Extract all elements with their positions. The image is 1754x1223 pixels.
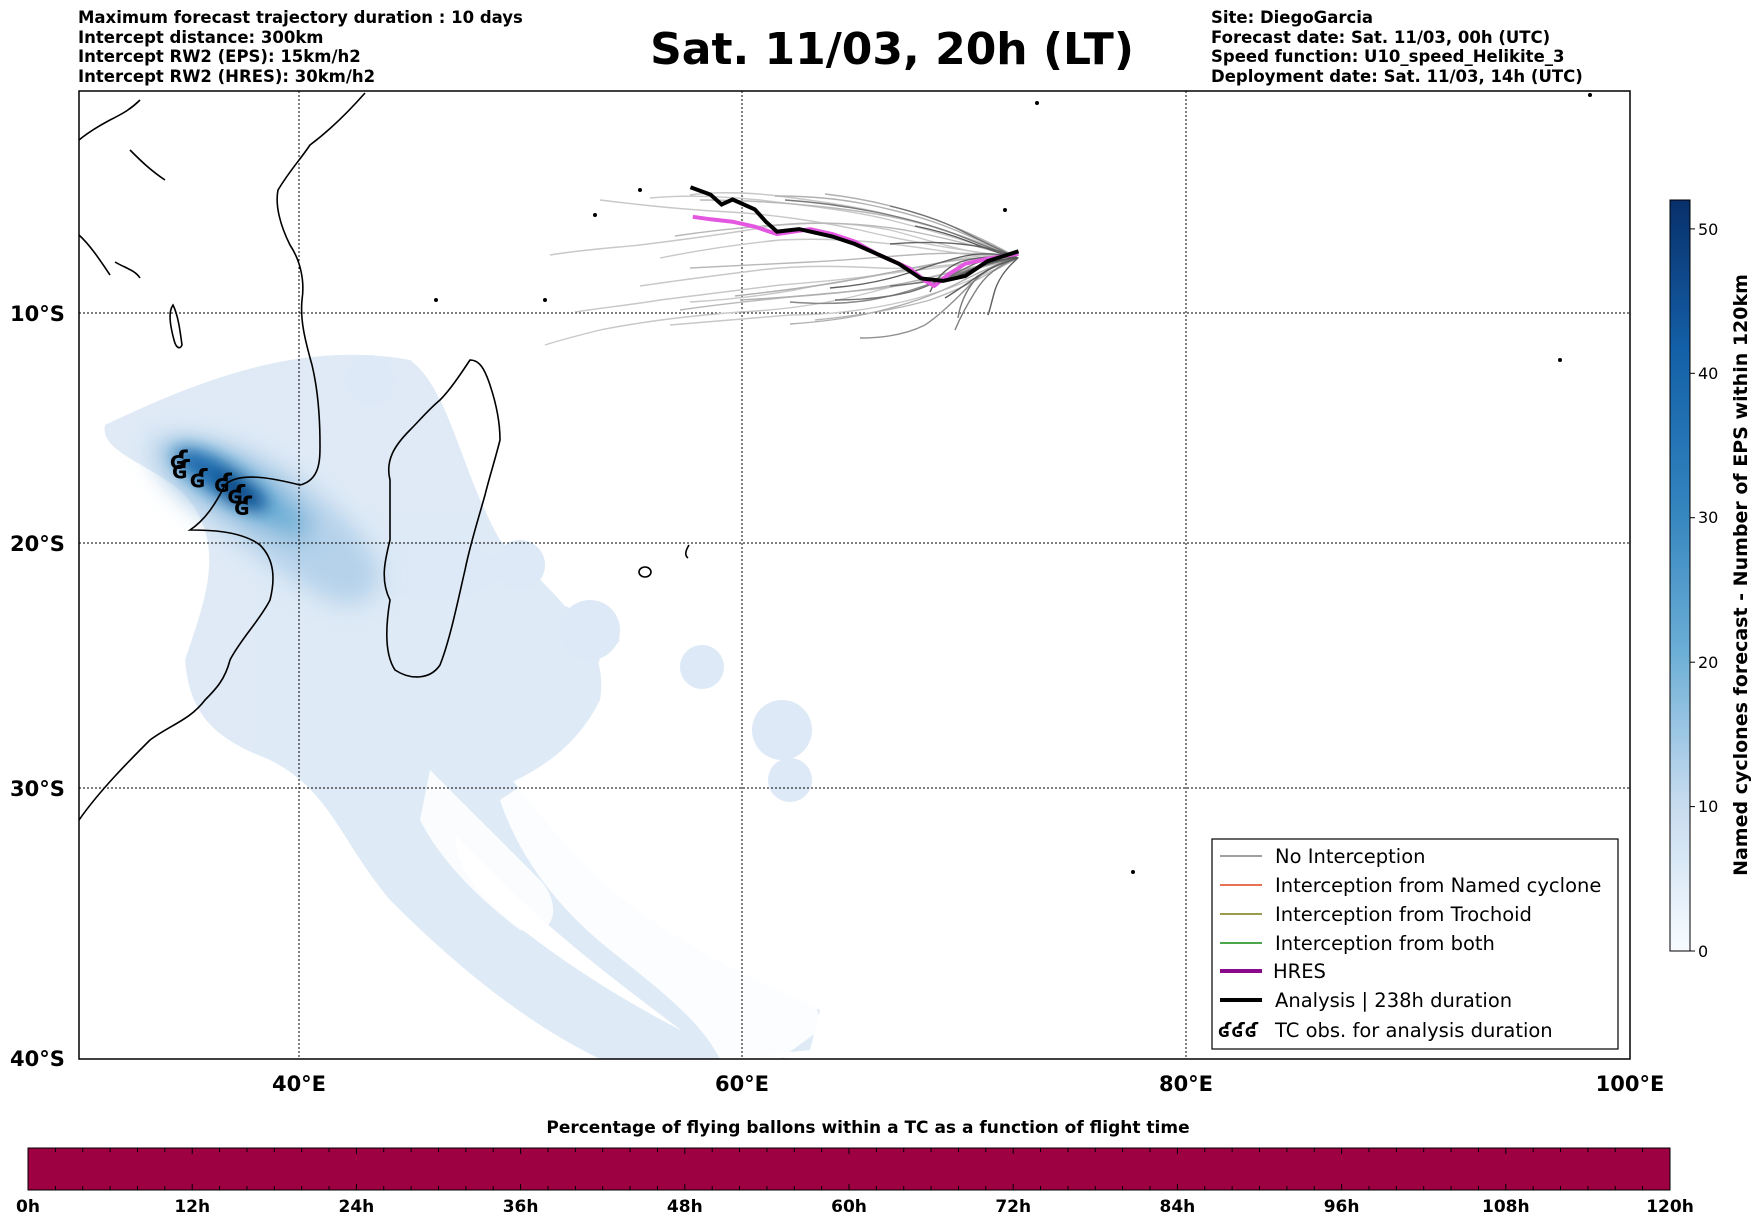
tc-obs-icon: ʛ (227, 481, 246, 511)
intercept-distance-text: Intercept distance: 300km (78, 27, 324, 47)
lon-label-80e: 80°E (1159, 1072, 1213, 1096)
tc-obs-icon: ʛ (172, 455, 191, 485)
gridlines (79, 91, 1630, 1059)
lon-label-40e: 40°E (272, 1072, 326, 1096)
bar-tick-72h: 72h (995, 1197, 1031, 1217)
legend-label-no-interception: No Interception (1275, 845, 1426, 868)
legend-label-both: Interception from both (1275, 932, 1495, 955)
map-area: ʛʛ ʛ ʛʛʛ (79, 91, 1630, 1059)
legend-label-trochoid: Interception from Trochoid (1275, 903, 1532, 926)
lat-label-20s: 20°S (10, 532, 65, 556)
coastlines (79, 92, 690, 821)
small-islands (434, 93, 1592, 874)
intercept-rw2-hres-text: Intercept RW2 (HRES): 30km/h2 (78, 66, 376, 86)
lon-label-100e: 100°E (1596, 1072, 1665, 1096)
bar-tick-0h: 0h (16, 1197, 40, 1217)
africa-coast (79, 92, 366, 821)
tc-obs-icon: ʛ (190, 465, 209, 495)
tc-obs-markers: ʛʛ ʛ ʛʛʛ (170, 446, 253, 522)
madagascar-coast (383, 359, 501, 678)
bar-tick-24h: 24h (339, 1197, 375, 1217)
flight-time-bar-labels: 0h 12h 24h 36h 48h 60h 72h 84h 96h 108h … (16, 1197, 1694, 1217)
lat-axis-labels: 10°S 20°S 30°S 40°S (10, 302, 65, 1071)
lon-axis-labels: 40°E 60°E 80°E 100°E (272, 1072, 1664, 1096)
bar-tick-48h: 48h (667, 1197, 703, 1217)
legend-label-named-cyclone: Interception from Named cyclone (1275, 874, 1601, 897)
eps-trajectories (544, 192, 1019, 346)
header-right-info: Site: DiegoGarcia Forecast date: Sat. 11… (1211, 8, 1583, 86)
bar-tick-96h: 96h (1324, 1197, 1360, 1217)
comoros (169, 303, 183, 349)
flight-time-bar-title: Percentage of flying ballons within a TC… (546, 1118, 1189, 1138)
bar-tick-108h: 108h (1482, 1197, 1530, 1217)
colorbar-tick-30: 30 (1698, 508, 1718, 527)
bar-tick-60h: 60h (831, 1197, 867, 1217)
analysis-track (689, 185, 1020, 283)
bar-tick-120h: 120h (1646, 1197, 1694, 1217)
header-left-info: Maximum forecast trajectory duration : 1… (78, 8, 523, 86)
bar-tick-36h: 36h (503, 1197, 539, 1217)
tc-obs-icon: ʛ (170, 446, 189, 476)
legend-box (1211, 838, 1619, 1050)
legend-label-analysis: Analysis | 238h duration (1275, 989, 1512, 1012)
lon-label-60e: 60°E (715, 1072, 769, 1096)
speed-function-text: Speed function: U10_speed_Helikite_3 (1211, 47, 1565, 66)
flight-time-bar-fill (27, 1147, 1671, 1191)
lat-label-30s: 30°S (10, 777, 65, 801)
intercept-rw2-eps-text: Intercept RW2 (EPS): 15km/h2 (78, 47, 361, 66)
flight-time-bar: Percentage of flying ballons within a TC… (16, 1118, 1694, 1217)
tc-obs-legend-icon: ʛʛʛ (1218, 1019, 1259, 1042)
africa-north-coast (79, 99, 166, 279)
tc-obs-icon: ʛ (214, 469, 233, 499)
page-title: Sat. 11/03, 20h (LT) (650, 24, 1134, 75)
lat-label-10s: 10°S (10, 302, 65, 326)
colorbar-gradient (1669, 199, 1691, 952)
bar-tick-12h: 12h (174, 1197, 210, 1217)
colorbar-tick-40: 40 (1698, 364, 1718, 383)
tc-obs-icon: ʛ (234, 492, 253, 522)
legend-label-hres: HRES (1273, 960, 1326, 983)
eps-density-field (104, 354, 821, 1059)
lat-label-40s: 40°S (10, 1047, 65, 1071)
flight-time-bar-minor-ticks (27, 1148, 1671, 1190)
colorbar-tick-0: 0 (1698, 942, 1708, 961)
colorbar-label: Named cyclones forecast - Number of EPS … (1730, 274, 1752, 876)
map-frame (78, 90, 1631, 1060)
colorbar-tick-20: 20 (1698, 653, 1718, 672)
eps-colorbar: 0 10 20 30 40 50 Named cyclones forecast… (1669, 199, 1752, 961)
forecast-date-text: Forecast date: Sat. 11/03, 00h (UTC) (1211, 27, 1551, 47)
site-text: Site: DiegoGarcia (1211, 8, 1374, 27)
deployment-date-text: Deployment date: Sat. 11/03, 14h (UTC) (1211, 66, 1583, 86)
legend-label-tc-obs: TC obs. for analysis duration (1274, 1019, 1553, 1042)
colorbar-tick-10: 10 (1698, 797, 1718, 816)
legend: No Interception Interception from Named … (1211, 838, 1619, 1050)
bar-tick-84h: 84h (1160, 1197, 1196, 1217)
max-duration-text: Maximum forecast trajectory duration : 1… (78, 8, 523, 27)
colorbar-tick-50: 50 (1698, 220, 1718, 239)
